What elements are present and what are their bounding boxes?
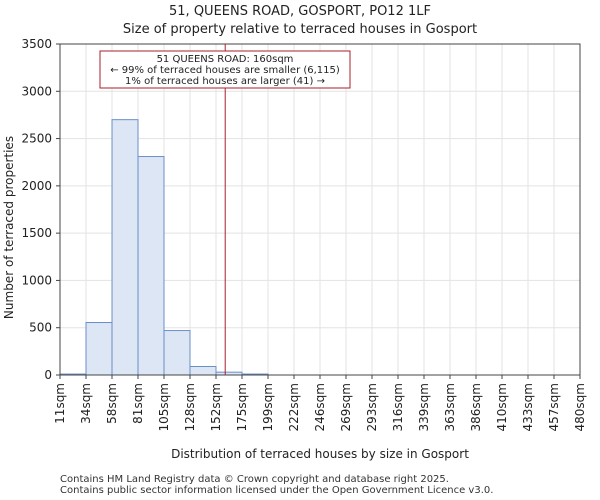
x-tick-label: 269sqm	[339, 383, 353, 431]
y-tick-label: 2000	[21, 179, 52, 193]
x-tick-label: 58sqm	[105, 383, 119, 424]
x-tick-label: 433sqm	[521, 383, 535, 431]
x-tick-label: 11sqm	[53, 383, 67, 424]
x-axis-label: Distribution of terraced houses by size …	[171, 447, 469, 461]
y-tick-label: 0	[44, 368, 52, 382]
x-tick-label: 34sqm	[79, 383, 93, 424]
x-tick-label: 128sqm	[183, 383, 197, 431]
bar-81sqm	[137, 156, 165, 376]
bar-58sqm	[111, 119, 139, 376]
x-tick-label: 105sqm	[157, 383, 171, 431]
annotation-box: 51 QUEENS ROAD: 160sqm ← 99% of terraced…	[99, 50, 351, 89]
x-tick-label: 246sqm	[313, 383, 327, 431]
annotation-line-1: 51 QUEENS ROAD: 160sqm	[157, 54, 294, 65]
x-tick-label: 316sqm	[391, 383, 405, 431]
y-tick-label: 3500	[21, 37, 52, 51]
chart-title: 51, QUEENS ROAD, GOSPORT, PO12 1LF	[169, 4, 431, 19]
footer-line-2: Contains public sector information licen…	[60, 485, 494, 496]
y-tick-labels: 0 500 1000 1500 2000 2500 3000 3500	[21, 37, 60, 382]
histogram-chart: 0 500 1000 1500 2000 2500 3000 3500 11sqm 34sqm 5…	[2, 37, 587, 461]
y-tick-label: 3000	[21, 84, 52, 98]
bar-34sqm	[85, 322, 113, 376]
x-tick-label: 480sqm	[573, 383, 587, 431]
annotation-line-2: ← 99% of terraced houses are smaller (6,…	[110, 65, 340, 76]
bar-105sqm	[163, 330, 191, 376]
x-tick-label: 293sqm	[365, 383, 379, 431]
x-tick-label: 222sqm	[287, 383, 301, 431]
histogram-bars	[59, 119, 269, 376]
x-tick-labels: 11sqm 34sqm 58sqm 81sqm 105sqm 128sqm 152sqm 17…	[53, 375, 587, 431]
y-axis-label: Number of terraced properties	[2, 136, 16, 319]
x-tick-label: 339sqm	[417, 383, 431, 431]
x-tick-label: 175sqm	[235, 383, 249, 431]
annotation-line-3: 1% of terraced houses are larger (41) →	[125, 76, 325, 87]
x-tick-label: 152sqm	[209, 383, 223, 431]
x-tick-label: 386sqm	[469, 383, 483, 431]
annotation-frame	[99, 50, 351, 89]
footer-line-1: Contains HM Land Registry data © Crown c…	[60, 474, 449, 485]
y-tick-label: 1500	[21, 226, 52, 240]
y-tick-label: 1000	[21, 273, 52, 287]
chart-subtitle: Size of property relative to terraced ho…	[122, 22, 478, 37]
y-tick-label: 2500	[21, 132, 52, 146]
x-tick-label: 457sqm	[547, 383, 561, 431]
y-tick-label: 500	[29, 321, 52, 335]
x-tick-label: 363sqm	[443, 383, 457, 431]
bar-128sqm	[189, 365, 217, 376]
x-tick-label: 410sqm	[495, 383, 509, 431]
x-tick-label: 199sqm	[261, 383, 275, 431]
x-tick-label: 81sqm	[131, 383, 145, 424]
